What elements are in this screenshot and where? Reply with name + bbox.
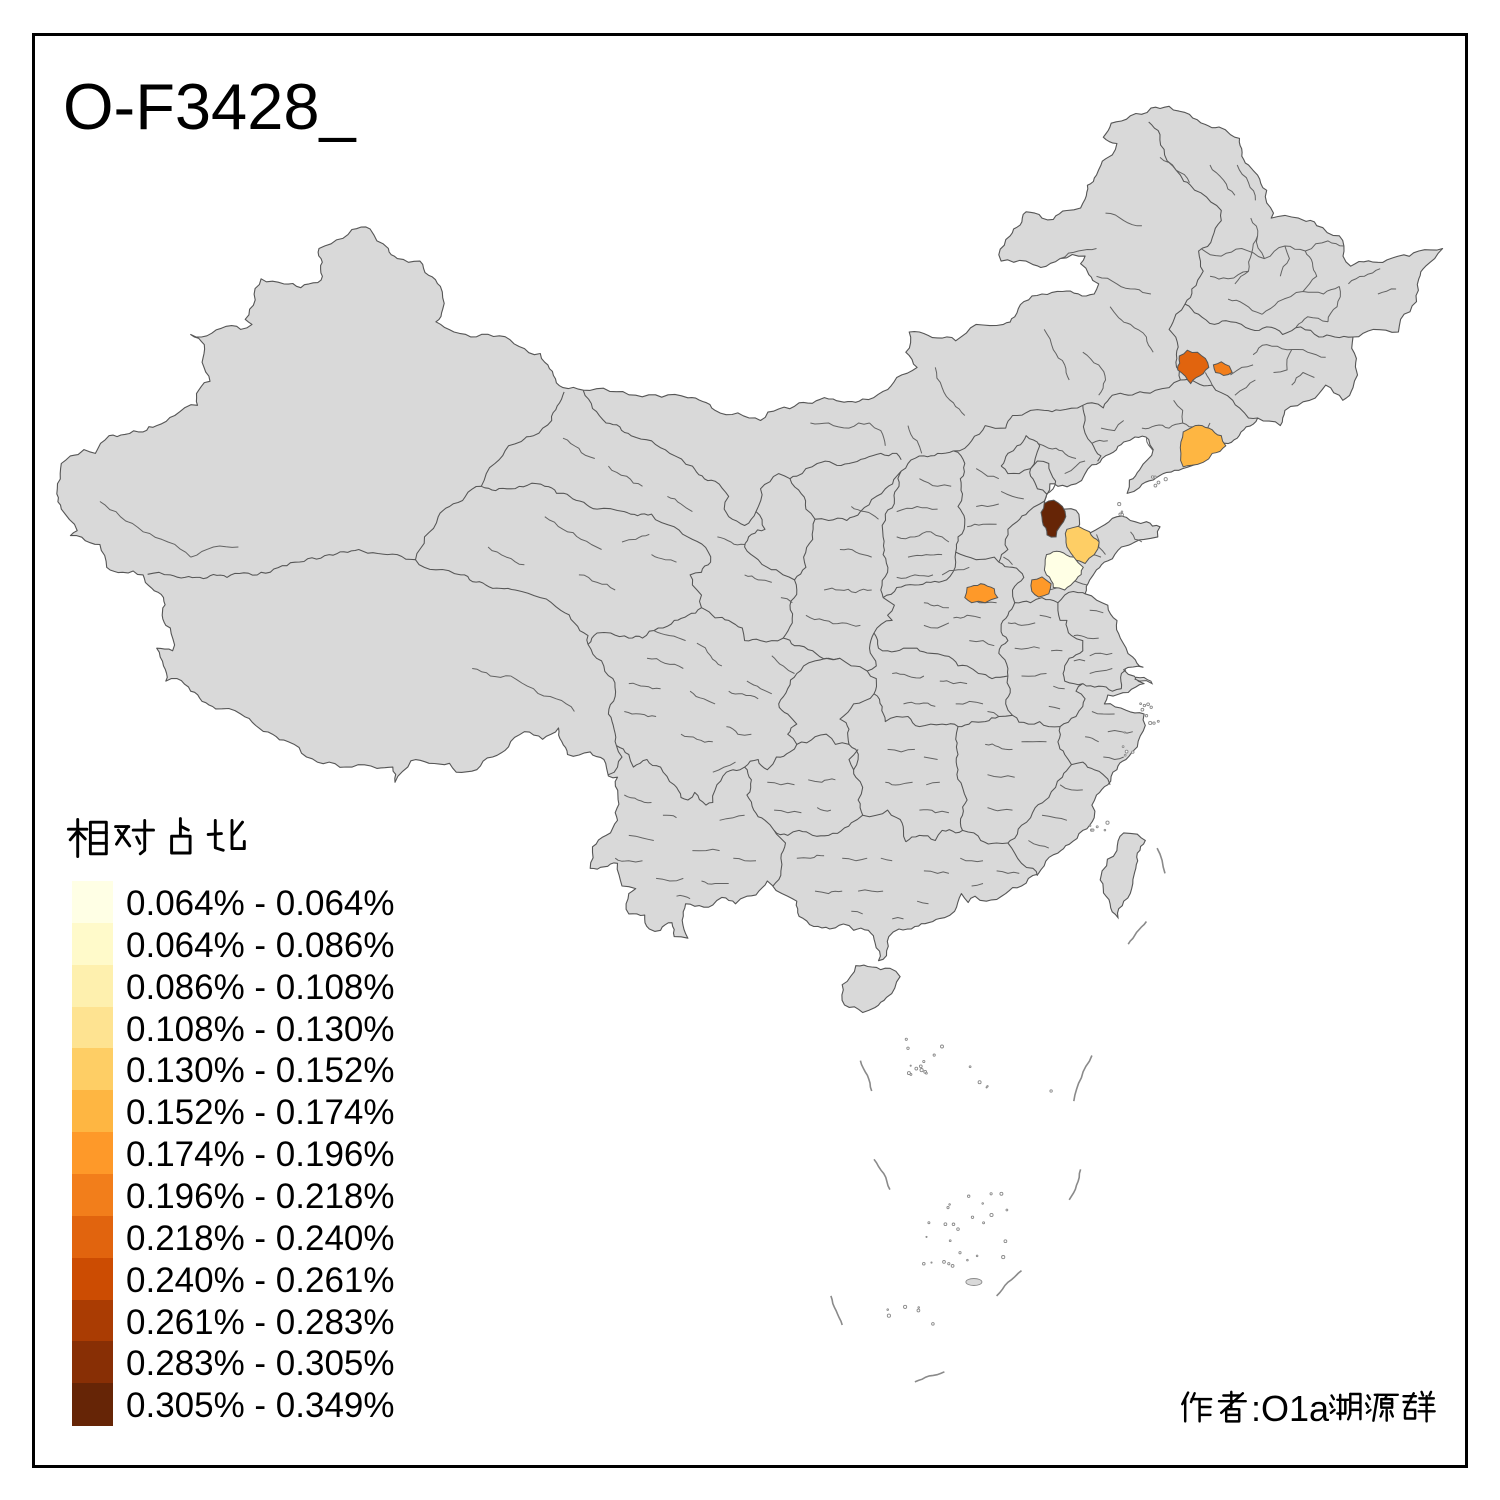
svg-text::O1a: :O1a [1251, 1388, 1330, 1429]
